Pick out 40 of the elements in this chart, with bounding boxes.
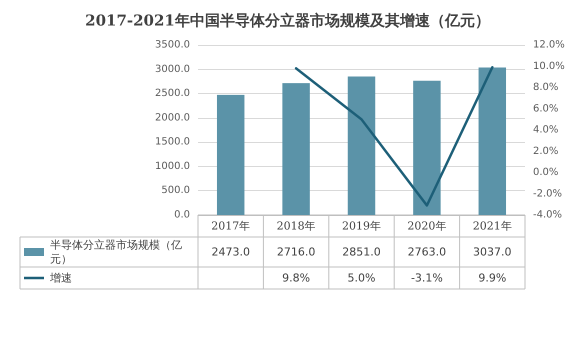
y2-tick-label: -4.0% xyxy=(533,210,562,220)
y2-tick-label: 10.0% xyxy=(533,60,565,72)
y-tick-label: 3000.0 xyxy=(155,64,190,75)
data-label: 5.0% xyxy=(348,272,376,284)
legend-label: 半导体分立器市场规模（亿元） xyxy=(50,238,182,266)
y-tick-label: 2500.0 xyxy=(155,88,190,100)
data-label: 2851.0 xyxy=(342,246,381,258)
y2-tick-label: 6.0% xyxy=(533,103,558,114)
bar xyxy=(413,80,441,215)
legend-label: 增速 xyxy=(49,272,72,284)
data-label: -3.1% xyxy=(410,272,443,284)
data-label: 9.9% xyxy=(478,272,506,284)
y-tick-label: 500.0 xyxy=(161,185,190,196)
bar xyxy=(282,83,310,215)
x-tick-label: 2021年 xyxy=(472,220,512,232)
y-tick-label: 1500.0 xyxy=(155,136,190,148)
bar xyxy=(348,76,376,215)
x-tick-label: 2018年 xyxy=(276,220,316,232)
y2-tick-label: 12.0% xyxy=(533,40,565,50)
y-tick-label: 2000.0 xyxy=(155,112,190,124)
y2-tick-label: 2.0% xyxy=(533,146,558,157)
y-tick-label: 0.0 xyxy=(174,210,190,220)
x-tick-label: 2020年 xyxy=(407,220,446,232)
x-tick-label: 2017年 xyxy=(211,220,250,232)
bar xyxy=(478,67,506,215)
chart-title: 2017-2021年中国半导体分立器市场规模及其增速（亿元） xyxy=(85,12,490,30)
y2-tick-label: 0.0% xyxy=(533,167,558,178)
y2-tick-label: 4.0% xyxy=(533,124,558,136)
data-label: 2473.0 xyxy=(211,246,250,258)
line-series xyxy=(294,66,494,207)
y2-tick-label: 8.0% xyxy=(533,82,558,93)
data-label: 9.8% xyxy=(282,272,310,284)
bar xyxy=(216,94,244,215)
y-tick-label: 1000.0 xyxy=(155,160,190,172)
x-tick-label: 2019年 xyxy=(342,220,381,232)
data-label: 3037.0 xyxy=(473,246,512,258)
data-label: 2716.0 xyxy=(276,246,316,258)
y-tick-label: 3500.0 xyxy=(155,40,190,50)
y2-tick-label: -2.0% xyxy=(533,188,562,200)
data-label: 2763.0 xyxy=(408,246,446,258)
